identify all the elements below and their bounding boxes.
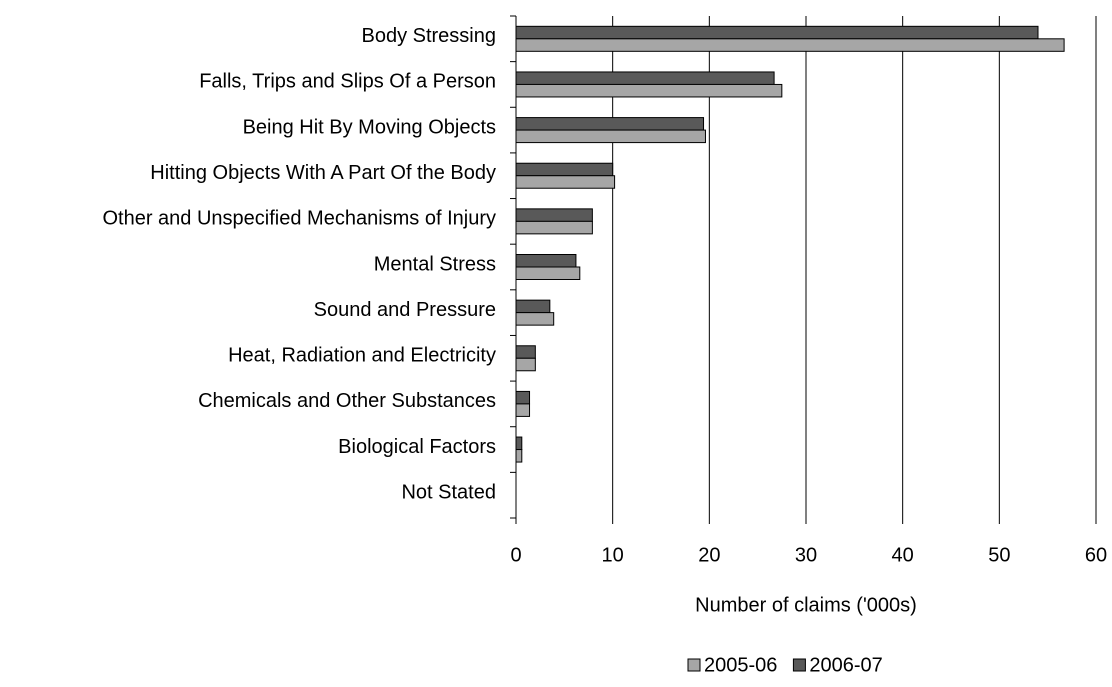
bar (515, 390, 531, 405)
bar (515, 25, 1039, 40)
bar (515, 436, 523, 451)
bar (515, 71, 775, 85)
y-tick-label: Other and Unspecified Mechanisms of Inju… (102, 208, 496, 230)
y-tick-label: Body Stressing (361, 25, 496, 47)
y-tick-label: Not Stated (401, 481, 496, 503)
legend-label: 2005-06 (704, 654, 777, 676)
legend-swatch (792, 658, 806, 672)
x-tick-label: 20 (698, 544, 720, 566)
x-tick-label: 60 (1085, 544, 1107, 566)
bar (515, 357, 536, 372)
bar (515, 266, 581, 280)
y-tick-label: Heat, Radiation and Electricity (228, 345, 496, 367)
bar (515, 117, 705, 131)
x-axis-label: Number of claims ('000s) (695, 594, 917, 616)
legend-label: 2006-07 (809, 654, 882, 676)
y-tick-label: Biological Factors (338, 436, 496, 458)
bar (515, 208, 593, 222)
x-tick-label: 10 (602, 544, 624, 566)
x-tick-label: 40 (892, 544, 914, 566)
bar (515, 129, 706, 144)
bar (515, 220, 593, 235)
y-tick-label: Chemicals and Other Substances (198, 390, 496, 412)
bar (515, 254, 577, 268)
bar (515, 162, 614, 177)
bar (515, 38, 1065, 52)
legend-swatch (687, 658, 701, 672)
y-tick-label: Hitting Objects With A Part Of the Body (150, 162, 496, 184)
bar (515, 312, 555, 326)
y-tick-label: Being Hit By Moving Objects (243, 116, 496, 138)
bar (515, 175, 616, 189)
bar (515, 345, 536, 359)
x-tick-label: 30 (795, 544, 817, 566)
x-tick-label: 50 (988, 544, 1010, 566)
bar (515, 299, 551, 314)
y-tick-label: Mental Stress (374, 253, 496, 275)
bar (515, 449, 523, 463)
x-tick-label: 0 (510, 544, 521, 566)
bar (515, 83, 783, 98)
bar (515, 403, 531, 417)
y-tick-label: Sound and Pressure (314, 299, 496, 321)
y-tick-label: Falls, Trips and Slips Of a Person (199, 71, 496, 93)
